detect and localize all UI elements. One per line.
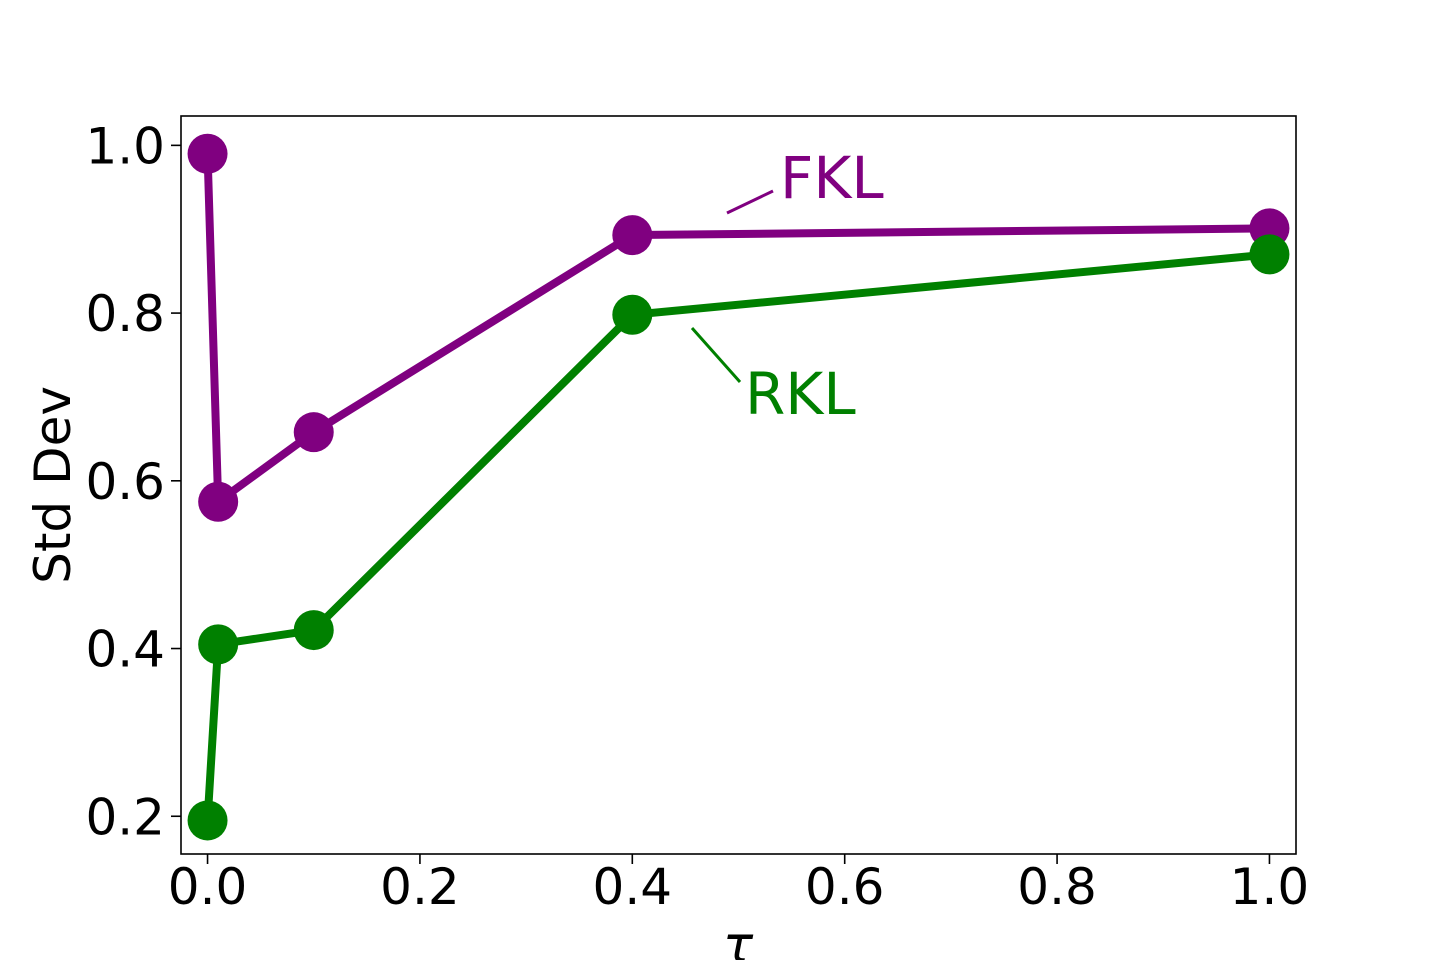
x-tick-label: 1.0 [1230,858,1310,916]
rkl-label-connector [690,327,742,383]
data-point-fkl [293,412,334,453]
fkl-label-connector [726,189,774,215]
x-axis: 0.0 0.2 0.4 0.6 0.8 1.0 [168,854,1309,916]
y-tick-label: 0.4 [85,621,165,679]
data-point-fkl [187,133,228,174]
data-point-rkl [293,610,334,651]
data-point-rkl [198,624,239,665]
x-tick-label: 0.4 [593,858,673,916]
x-axis-label: τ [723,916,754,960]
y-axis-label: Std Dev [24,386,82,584]
series-line-rkl [203,250,1274,825]
y-tick-label: 0.8 [85,285,165,343]
x-tick-label: 0.6 [805,858,885,916]
x-tick-label: 0.8 [1017,858,1097,916]
series-rkl [187,234,1290,841]
data-point-fkl [612,215,653,256]
labels-layer: τ Std Dev FKL RKL [24,144,884,960]
data-point-rkl [1249,234,1290,275]
series-fkl [187,133,1290,522]
x-tick-label: 0.2 [380,858,460,916]
plot-frame [180,115,1297,855]
series-label-fkl: FKL [780,144,884,212]
series-label-rkl: RKL [745,360,856,428]
data-point-fkl [198,481,239,522]
y-tick-label: 0.6 [85,453,165,511]
data-point-rkl [187,800,228,841]
y-tick-label: 0.2 [85,788,165,846]
y-tick-label: 1.0 [85,117,165,175]
series-layer [187,133,1290,841]
y-axis: 0.2 0.4 0.6 0.8 1.0 [85,117,181,846]
x-tick-label: 0.0 [168,858,248,916]
data-point-rkl [612,294,653,335]
